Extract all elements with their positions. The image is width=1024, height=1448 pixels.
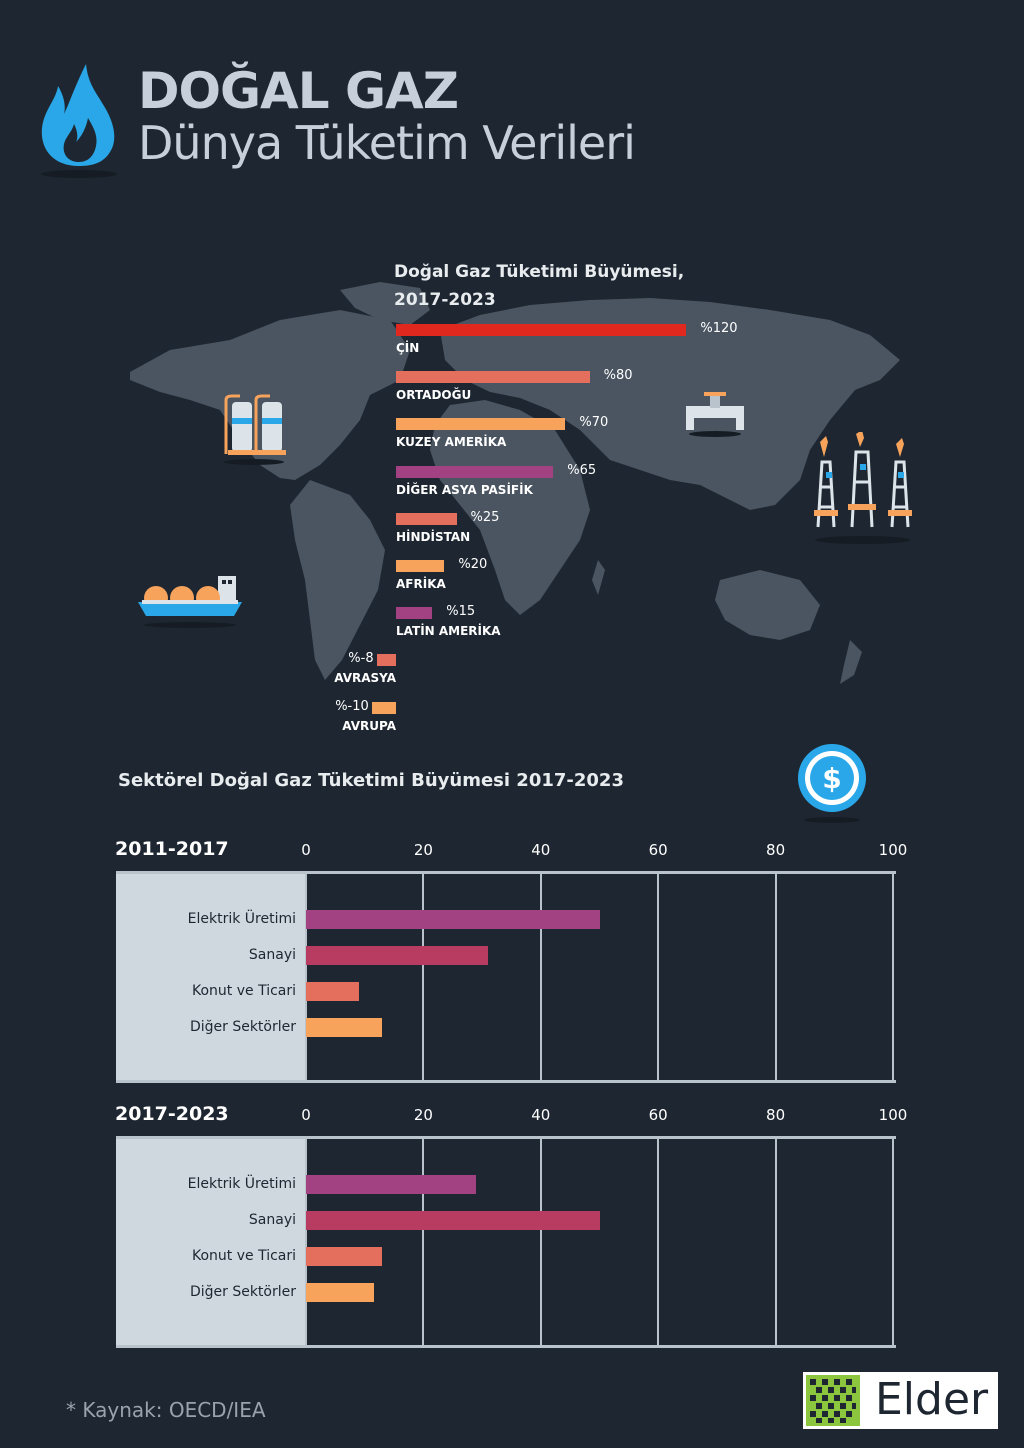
gridline <box>422 874 425 1080</box>
region-label: HİNDİSTAN <box>396 529 471 544</box>
region-value-label: %80 <box>603 368 633 384</box>
region-value-label: %-8 <box>348 651 374 667</box>
map-chart-title: Doğal Gaz Tüketimi Büyümesi, 2017-2023 <box>394 258 684 314</box>
region-label: AVRASYA <box>334 671 396 686</box>
tick-label: 100 <box>878 841 908 859</box>
gridline <box>774 1139 777 1345</box>
region-label: AVRUPA <box>342 718 396 733</box>
logo-pattern-icon <box>806 1375 860 1426</box>
panel-frame-bottom <box>116 1345 896 1348</box>
tick-label: 60 <box>648 841 668 859</box>
world-map <box>130 282 900 684</box>
panel-label-area <box>116 1139 306 1345</box>
sector-chart-title: Sektörel Doğal Gaz Tüketimi Büyümesi 201… <box>118 770 624 791</box>
region-bar <box>376 654 396 667</box>
panel-label-area <box>116 874 306 1080</box>
gridline <box>657 1139 660 1345</box>
sector-bar <box>306 1283 374 1302</box>
region-value-label: %65 <box>567 462 597 478</box>
region-label: KUZEY AMERİKA <box>396 435 507 450</box>
region-label: LATİN AMERİKA <box>396 624 501 639</box>
sector-bar <box>306 946 488 965</box>
gridline <box>774 874 777 1080</box>
region-bar <box>396 371 590 384</box>
sector-label: Sanayi <box>248 1212 296 1228</box>
region-value-label: %120 <box>700 321 738 336</box>
sector-bar <box>306 1211 600 1230</box>
region-value-label: %15 <box>446 604 476 620</box>
region-label: AFRİKA <box>396 577 446 591</box>
gridline <box>539 1139 542 1345</box>
flame-icon <box>41 64 117 178</box>
gridline <box>657 874 660 1080</box>
tick-label: 60 <box>648 1106 668 1124</box>
sector-label: Konut ve Ticari <box>191 983 296 999</box>
region-bar <box>396 418 566 431</box>
sector-label: Konut ve Ticari <box>191 1248 296 1264</box>
region-bar <box>396 324 687 336</box>
tick-label: 20 <box>413 1106 433 1124</box>
region-label: DİĞER ASYA PASİFİK <box>396 482 533 497</box>
tick-label: 80 <box>766 1106 786 1124</box>
lng-ship-icon <box>138 576 242 628</box>
tick-label: 100 <box>878 1106 908 1124</box>
region-label: ORTADOĞU <box>396 388 472 403</box>
sector-bar <box>306 1247 383 1266</box>
page-title: DOĞAL GAZ <box>138 62 459 120</box>
region-label: ÇİN <box>396 341 420 355</box>
gas-rig-icon <box>814 432 912 544</box>
panel-frame-top <box>116 871 896 874</box>
gridline <box>892 874 894 1080</box>
tick-label: 0 <box>301 841 311 859</box>
region-bar <box>396 512 457 525</box>
gridline <box>305 874 307 1080</box>
sector-label: Elektrik Üretimi <box>187 911 296 927</box>
map-chart-title-line2: 2017-2023 <box>394 290 496 310</box>
map-chart-title-line1: Doğal Gaz Tüketimi Büyümesi, <box>394 262 685 282</box>
sector-bar <box>306 910 600 929</box>
gas-tank-icon <box>224 394 286 465</box>
region-value-label: %25 <box>470 509 500 525</box>
panel-title: 2011-2017 <box>115 838 229 860</box>
gridline <box>305 1139 307 1345</box>
region-bar <box>371 701 396 714</box>
sector-label: Diğer Sektörler <box>189 1284 296 1300</box>
gridline <box>539 874 542 1080</box>
panel-frame-bottom <box>116 1080 896 1083</box>
tick-label: 20 <box>413 841 433 859</box>
sector-label: Diğer Sektörler <box>189 1019 296 1035</box>
elder-logo: Elder <box>803 1372 998 1429</box>
sector-label: Sanayi <box>248 947 296 963</box>
sector-label: Elektrik Üretimi <box>187 1176 296 1192</box>
region-bar <box>396 607 433 620</box>
svg-text:$: $ <box>822 762 841 795</box>
source-note: * Kaynak: OECD/IEA <box>66 1398 266 1422</box>
region-value-label: %20 <box>458 557 488 572</box>
page-subtitle: Dünya Tüketim Verileri <box>138 116 636 170</box>
sector-bar <box>306 1018 383 1037</box>
pipeline-valve-icon <box>686 392 744 437</box>
region-bar <box>396 465 554 478</box>
region-bar <box>396 560 445 572</box>
region-value-label: %70 <box>579 415 609 431</box>
gridline <box>892 1139 894 1345</box>
tick-label: 80 <box>766 841 786 859</box>
tick-label: 40 <box>531 841 551 859</box>
panel-title: 2017-2023 <box>115 1103 229 1125</box>
tick-label: 40 <box>531 1106 551 1124</box>
gridline <box>422 1139 425 1345</box>
panel-frame-top <box>116 1136 896 1139</box>
sector-bar <box>306 1175 477 1194</box>
sector-bar <box>306 982 359 1001</box>
dollar-badge-icon: $ <box>798 744 866 823</box>
logo-text: Elder <box>875 1374 989 1425</box>
tick-label: 0 <box>301 1106 311 1124</box>
region-value-label: %-10 <box>335 698 369 714</box>
